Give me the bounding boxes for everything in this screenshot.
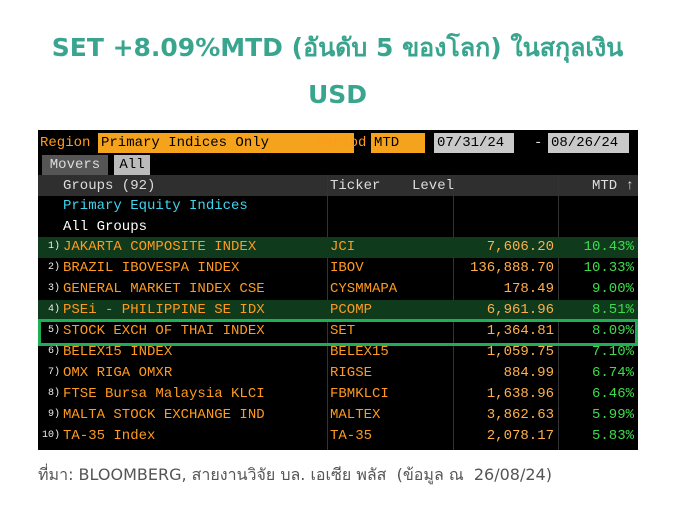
- level: 6,961.96: [486, 302, 554, 318]
- mtd-change: 6.74%: [591, 365, 634, 381]
- mtd-change: 5.83%: [591, 428, 634, 444]
- ticker: TA-35: [330, 428, 373, 444]
- mtd-change: 10.43%: [583, 239, 634, 255]
- header-bar: [38, 175, 638, 196]
- row-number: 4): [47, 304, 60, 315]
- column-header[interactable]: Ticker: [330, 178, 381, 194]
- index-name[interactable]: FTSE Bursa Malaysia KLCI: [63, 386, 265, 402]
- row-number: 7): [47, 367, 60, 378]
- ticker: BELEX15: [330, 344, 389, 360]
- index-name[interactable]: JAKARTA COMPOSITE INDEX: [63, 239, 257, 255]
- level: 2,078.17: [486, 428, 554, 444]
- date-field[interactable]: 08/26/24: [548, 133, 629, 153]
- row-number: 2): [47, 262, 60, 273]
- level: 1,059.75: [486, 344, 554, 360]
- index-name[interactable]: STOCK EXCH OF THAI INDEX: [63, 323, 265, 339]
- ticker: RIGSE: [330, 365, 373, 381]
- row-number: 10): [41, 430, 60, 441]
- level: 1,638.96: [486, 386, 554, 402]
- ticker: SET: [330, 323, 356, 339]
- tab[interactable]: All: [114, 155, 150, 175]
- row-number: 1): [47, 241, 60, 252]
- dropdown[interactable]: MTD: [371, 133, 425, 153]
- level: 3,862.63: [486, 407, 554, 423]
- index-name[interactable]: GENERAL MARKET INDEX CSE: [63, 281, 265, 297]
- row-number: 9): [47, 409, 60, 420]
- row-highlight: [38, 300, 638, 321]
- ticker: PCOMP: [330, 302, 373, 318]
- label: Period: [316, 135, 367, 151]
- selection-box: [38, 319, 638, 346]
- dropdown[interactable]: Primary Indices Only: [98, 133, 354, 153]
- column-header[interactable]: Level: [411, 178, 454, 194]
- title: SET +8.09%MTD (อันดับ 5 ของโลก) ในสกุลเง…: [51, 33, 624, 62]
- mtd-change: 5.99%: [591, 407, 634, 423]
- column-header[interactable]: MTD ↑: [591, 178, 634, 194]
- separator: -: [534, 135, 543, 151]
- column-header[interactable]: Groups (92): [63, 178, 156, 194]
- terminal: Region Primary Indices Only Period MTD 0…: [38, 130, 638, 450]
- mtd-change: 8.51%: [591, 302, 634, 318]
- level: 7,606.20: [486, 239, 554, 255]
- mtd-change: 10.33%: [583, 260, 634, 276]
- index-name[interactable]: TA-35 Index: [63, 428, 156, 444]
- title: USD: [307, 80, 368, 109]
- label: Region: [40, 135, 91, 151]
- mtd-change: 9.00%: [591, 281, 634, 297]
- row-number: 3): [47, 283, 60, 294]
- mtd-change: 7.10%: [591, 344, 634, 360]
- group-row: All Groups: [63, 219, 148, 235]
- ticker: FBMKLCI: [330, 386, 389, 402]
- row-highlight: [38, 237, 638, 258]
- index-name[interactable]: OMX RIGA OMXR: [63, 365, 173, 381]
- row-number: 8): [47, 388, 60, 399]
- source: ที่มา: BLOOMBERG, สายงานวิจัย บล. เอเซีย…: [38, 465, 552, 484]
- level: 136,888.70: [469, 260, 554, 276]
- date-field[interactable]: 07/31/24: [434, 133, 514, 153]
- ticker: JCI: [330, 239, 356, 255]
- mtd-change: 6.46%: [591, 386, 634, 402]
- mtd-change: 8.09%: [591, 323, 634, 339]
- ticker: IBOV: [330, 260, 364, 276]
- level: 884.99: [503, 365, 554, 381]
- level: 1,364.81: [486, 323, 554, 339]
- index-name[interactable]: PSEi - PHILIPPINE SE IDX: [63, 302, 265, 318]
- row-number: 5): [47, 325, 60, 336]
- index-name[interactable]: BRAZIL IBOVESPA INDEX: [63, 260, 240, 276]
- group-row: Primary Equity Indices: [63, 198, 248, 214]
- ticker: CYSMMAPA: [330, 281, 398, 297]
- ticker: MALTEX: [330, 407, 381, 423]
- row-number: 6): [47, 346, 60, 357]
- level: 178.49: [503, 281, 554, 297]
- index-name[interactable]: BELEX15 INDEX: [63, 344, 173, 360]
- tab[interactable]: Movers: [42, 155, 108, 175]
- index-name[interactable]: MALTA STOCK EXCHANGE IND: [63, 407, 265, 423]
